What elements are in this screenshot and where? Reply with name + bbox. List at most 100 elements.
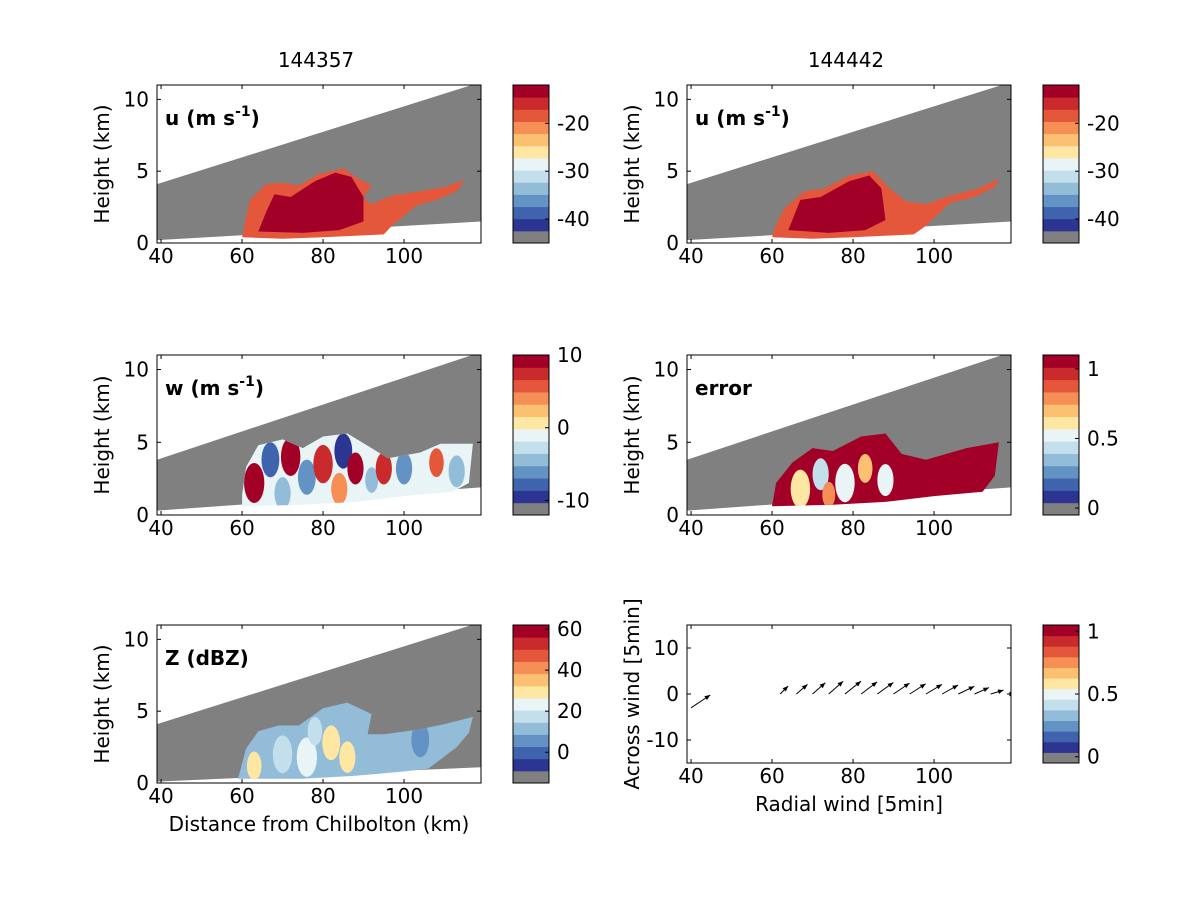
x-tick-label: 40 (678, 764, 703, 788)
echo-cell (339, 741, 356, 773)
echo-detail (788, 175, 886, 233)
axes-frame (686, 354, 1012, 516)
wind-arrow (925, 683, 943, 695)
plot-area (687, 355, 1011, 515)
y-tick-label: 0 (136, 503, 149, 527)
y-tick-label: 0 (666, 682, 679, 706)
colorbar-segment (1043, 145, 1079, 159)
colorbar-segment (1043, 428, 1079, 442)
echo-core (258, 172, 364, 233)
echo-cell (272, 735, 293, 774)
colorbar-segment (513, 367, 549, 381)
echo-cell (347, 452, 364, 485)
x-tick-label: 60 (759, 516, 784, 540)
colorbar-tick-label: 60 (557, 617, 582, 641)
column-title-left: 144357 (278, 48, 354, 72)
colorbar-segment (1043, 709, 1079, 722)
x-tick-label: 60 (229, 784, 254, 808)
y-tick-label: 10 (654, 358, 679, 382)
colorbar-segment (1043, 379, 1079, 393)
axes-frame (156, 624, 482, 784)
colorbar-tick-label: 10 (557, 343, 582, 367)
y-axis-label: Height (km) (90, 104, 114, 223)
colorbar-segment (513, 710, 549, 723)
echo-detail (246, 717, 430, 779)
colorbar-segment (513, 133, 549, 147)
echo-cell (448, 455, 465, 488)
column-title-right: 144442 (808, 48, 884, 72)
echo-cell (812, 458, 829, 491)
colorbar-segment (1043, 85, 1079, 98)
colorbar-segment (1043, 490, 1079, 504)
colorbar-segment (1043, 625, 1079, 637)
echo-detail (790, 454, 894, 507)
echo-cell (411, 722, 430, 758)
x-tick-label: 100 (915, 244, 953, 268)
x-tick-label: 80 (840, 764, 865, 788)
colorbar-segment (513, 478, 549, 491)
colorbar-segment (513, 453, 549, 467)
echo-cell (261, 442, 280, 478)
panel-label: Z (dBZ) (165, 646, 249, 670)
echo-cell (395, 452, 413, 485)
y-axis-label: Height (km) (620, 375, 644, 494)
wind-arrow (974, 687, 990, 695)
colorbar-segment (513, 218, 549, 232)
panel-label-sup: -1 (765, 104, 781, 120)
colorbar-segment (513, 465, 549, 479)
echo-cell (244, 463, 265, 503)
colorbar-segment (1043, 678, 1079, 690)
colorbar-segment (1043, 688, 1079, 700)
colorbar-tick-label: 0 (1087, 745, 1100, 769)
colorbar-segment (513, 649, 549, 662)
colorbar-segment (1043, 646, 1079, 658)
colorbar-segment (513, 770, 549, 784)
colorbar-frame (512, 624, 550, 784)
y-tick-label: 5 (666, 159, 679, 183)
colorbar-segment (513, 722, 549, 735)
panel-label: w (m s-1) (165, 374, 264, 400)
colorbar-segment (513, 379, 549, 393)
echo-cell (274, 477, 291, 507)
wind-arrow (990, 689, 1004, 695)
colorbar-frame (1042, 84, 1080, 244)
axes-frame (156, 84, 482, 244)
wind-arrow (877, 682, 894, 695)
x-axis-label: Radial wind [5min] (755, 792, 943, 816)
y-tick-label: 10 (654, 87, 679, 111)
colorbar-segment (513, 194, 549, 208)
x-axis-label: Distance from Chilbolton (km) (169, 812, 470, 836)
y-tick-label: -10 (646, 728, 679, 752)
colorbar-segment (513, 758, 549, 772)
axes-frame (156, 354, 482, 516)
x-tick-label: 100 (385, 244, 423, 268)
colorbar-frame (512, 84, 550, 244)
panel-label-end: ) (251, 106, 260, 130)
echo-cell (322, 725, 341, 761)
wind-arrow (893, 682, 910, 695)
colorbar-segment (1043, 465, 1079, 479)
y-tick-label: 0 (666, 231, 679, 255)
wind-arrow (844, 680, 862, 695)
y-tick-label: 10 (124, 627, 149, 651)
wind-arrow (796, 684, 808, 695)
x-tick-label: 80 (840, 516, 865, 540)
echo-cell (822, 481, 836, 507)
colorbar-segment (1043, 133, 1079, 147)
y-tick-label: 5 (136, 430, 149, 454)
colorbar-segment (513, 490, 549, 504)
colorbar-segment (513, 145, 549, 159)
wind-arrow (812, 682, 826, 695)
colorbar-segment (513, 85, 549, 98)
echo-cell (280, 437, 301, 477)
echo-cell (296, 737, 317, 777)
x-tick-label: 60 (229, 244, 254, 268)
echo-cell (365, 467, 379, 493)
y-tick-label: 10 (124, 358, 149, 382)
y-tick-label: 10 (654, 636, 679, 660)
echo-detail (258, 172, 364, 233)
